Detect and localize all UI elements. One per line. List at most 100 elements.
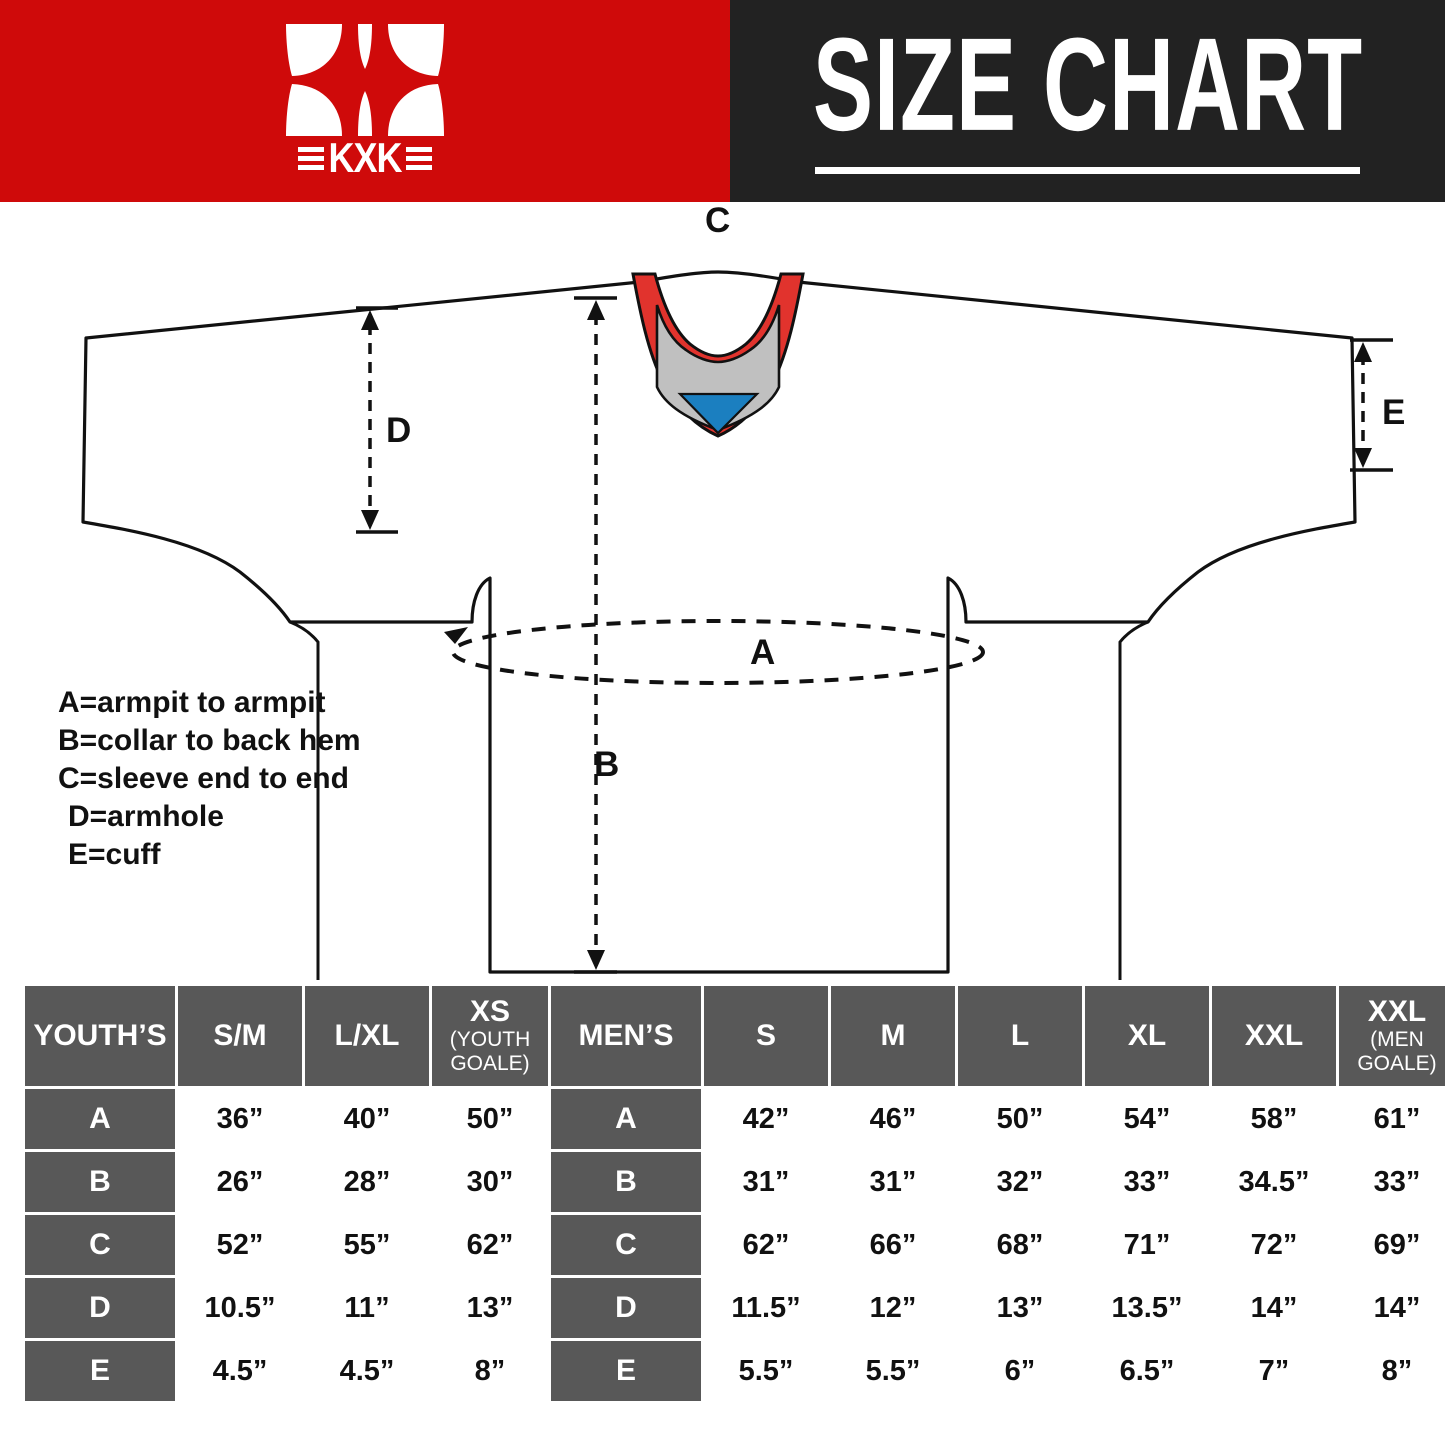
- table-cell: 31”: [704, 1152, 828, 1212]
- header-main: MEN’S: [578, 1019, 674, 1052]
- header-cell-xs-youth-goale: XS (YOUTH GOALE): [432, 986, 548, 1086]
- table-cell: 13.5”: [1085, 1278, 1209, 1338]
- table-cell: 62”: [432, 1215, 548, 1275]
- row-label: E: [25, 1341, 175, 1401]
- title-underline: [815, 166, 1360, 174]
- table-cell: 54”: [1085, 1089, 1209, 1149]
- table-cell: 31”: [831, 1152, 955, 1212]
- table-cell: 13”: [958, 1278, 1082, 1338]
- kxk-wordmark: KXK: [298, 133, 432, 181]
- header-cell-xl: XL: [1085, 986, 1209, 1086]
- jersey-diagram: D B E A C: [0, 202, 1445, 980]
- table-row: B 26” 28” 30” B 31” 31” 32” 33” 34.5” 33…: [25, 1152, 1445, 1212]
- legend-line-b: B=collar to back hem: [58, 724, 361, 757]
- table-cell: 46”: [831, 1089, 955, 1149]
- table-cell: 28”: [305, 1152, 429, 1212]
- table-header-row: YOUTH’S S/M L/XL XS (YOUTH GOALE) MEN’S …: [25, 986, 1445, 1086]
- table-cell: 14”: [1212, 1278, 1336, 1338]
- table-cell: 7”: [1212, 1341, 1336, 1401]
- dimension-label-a: A: [750, 633, 775, 672]
- header-main: XXL: [1367, 995, 1427, 1028]
- header-main: M: [880, 1019, 906, 1052]
- dimension-a-group: A: [444, 619, 985, 685]
- size-table: YOUTH’S S/M L/XL XS (YOUTH GOALE) MEN’S …: [22, 983, 1445, 1404]
- table-cell: 6.5”: [1085, 1341, 1209, 1401]
- table-cell: 50”: [958, 1089, 1082, 1149]
- table-cell: 72”: [1212, 1215, 1336, 1275]
- table-cell: 52”: [178, 1215, 302, 1275]
- title-panel: SIZE CHART: [730, 0, 1445, 202]
- row-label: D: [551, 1278, 701, 1338]
- table-cell: 30”: [432, 1152, 548, 1212]
- dimension-label-e: E: [1382, 393, 1405, 432]
- table-row: A 36” 40” 50” A 42” 46” 50” 54” 58” 61”: [25, 1089, 1445, 1149]
- table-cell: 66”: [831, 1215, 955, 1275]
- header-cell-youths: YOUTH’S: [25, 986, 175, 1086]
- header-main: L/XL: [334, 1019, 400, 1052]
- page-title: SIZE CHART: [812, 9, 1363, 158]
- header-sub: (YOUTH GOALE): [449, 1028, 531, 1075]
- brand-panel: KXK: [0, 0, 730, 202]
- header-main: YOUTH’S: [33, 1019, 167, 1052]
- table-cell: 36”: [178, 1089, 302, 1149]
- legend-line-c: C=sleeve end to end: [58, 762, 349, 795]
- table-row: C 52” 55” 62” C 62” 66” 68” 71” 72” 69”: [25, 1215, 1445, 1275]
- header-sub: (MEN GOALE): [1357, 1028, 1437, 1075]
- wordmark-text: KXK: [328, 133, 402, 181]
- table-cell: 62”: [704, 1215, 828, 1275]
- header-main: XXL: [1244, 1019, 1304, 1052]
- table-cell: 32”: [958, 1152, 1082, 1212]
- size-table-head: YOUTH’S S/M L/XL XS (YOUTH GOALE) MEN’S …: [25, 986, 1445, 1086]
- table-cell: 6”: [958, 1341, 1082, 1401]
- header-cell-m: M: [831, 986, 955, 1086]
- table-cell: 14”: [1339, 1278, 1445, 1338]
- row-label: C: [25, 1215, 175, 1275]
- table-row: E 4.5” 4.5” 8” E 5.5” 5.5” 6” 6.5” 7” 8”: [25, 1341, 1445, 1401]
- table-cell: 4.5”: [305, 1341, 429, 1401]
- table-cell: 34.5”: [1212, 1152, 1336, 1212]
- jersey-collar: [631, 272, 805, 438]
- table-cell: 68”: [958, 1215, 1082, 1275]
- row-label: B: [25, 1152, 175, 1212]
- table-cell: 11”: [305, 1278, 429, 1338]
- table-cell: 11.5”: [704, 1278, 828, 1338]
- table-cell: 13”: [432, 1278, 548, 1338]
- header-main: XL: [1127, 1019, 1167, 1052]
- legend-line-e: E=cuff: [68, 838, 161, 871]
- size-table-wrap: YOUTH’S S/M L/XL XS (YOUTH GOALE) MEN’S …: [22, 983, 1445, 1404]
- wordmark-bars-left-icon: [298, 146, 325, 170]
- kxk-butterfly-mark-icon: [286, 24, 444, 136]
- header-main: L: [1010, 1019, 1030, 1052]
- table-cell: 61”: [1339, 1089, 1445, 1149]
- table-cell: 55”: [305, 1215, 429, 1275]
- table-cell: 71”: [1085, 1215, 1209, 1275]
- row-label: D: [25, 1278, 175, 1338]
- header-main: S: [755, 1019, 776, 1052]
- table-row: D 10.5” 11” 13” D 11.5” 12” 13” 13.5” 14…: [25, 1278, 1445, 1338]
- title-block: SIZE CHART: [789, 15, 1387, 174]
- table-cell: 69”: [1339, 1215, 1445, 1275]
- header-cell-xxl-men-goale: XXL (MEN GOALE): [1339, 986, 1445, 1086]
- dimension-d-group: D: [356, 306, 411, 534]
- legend-line-a: A=armpit to armpit: [58, 686, 326, 719]
- dimension-b-group: B: [574, 296, 619, 974]
- header-cell-l: L: [958, 986, 1082, 1086]
- dimension-e-group: E: [1350, 338, 1405, 472]
- jersey-diagram-svg: D B E A C: [81, 202, 1405, 980]
- header-cell-xxl: XXL: [1212, 986, 1336, 1086]
- page-header: KXK SIZE CHART: [0, 0, 1445, 202]
- table-cell: 40”: [305, 1089, 429, 1149]
- table-cell: 10.5”: [178, 1278, 302, 1338]
- table-cell: 5.5”: [704, 1341, 828, 1401]
- wordmark-bars-right-icon: [405, 146, 432, 170]
- table-cell: 8”: [1339, 1341, 1445, 1401]
- row-label: A: [551, 1089, 701, 1149]
- table-cell: 50”: [432, 1089, 548, 1149]
- row-label: C: [551, 1215, 701, 1275]
- table-cell: 42”: [704, 1089, 828, 1149]
- table-cell: 26”: [178, 1152, 302, 1212]
- header-cell-lxl: L/XL: [305, 986, 429, 1086]
- row-label: A: [25, 1089, 175, 1149]
- dimension-label-d: D: [386, 411, 411, 450]
- dimension-label-c: C: [705, 202, 730, 240]
